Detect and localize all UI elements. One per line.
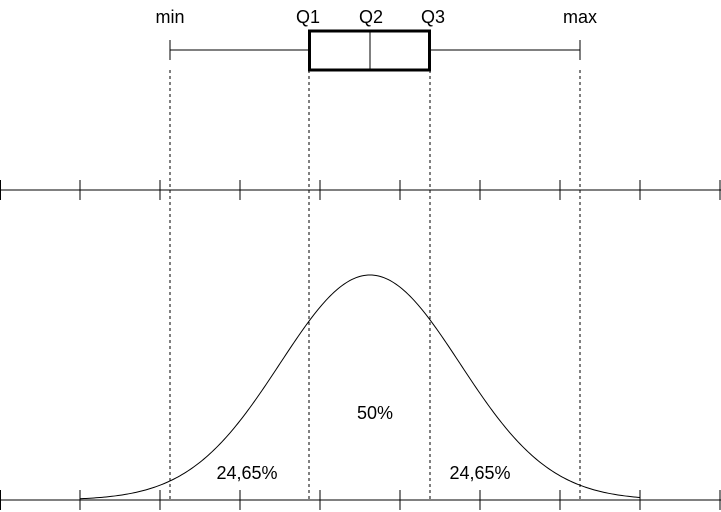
left-tail-region-label: 24,65% xyxy=(216,463,277,483)
box-plot-labels: min Q1 Q2 Q3 max xyxy=(155,7,597,27)
right-tail-region-label: 24,65% xyxy=(449,463,510,483)
min-label: min xyxy=(155,7,184,27)
box-plot xyxy=(169,29,581,72)
reference-lines xyxy=(169,70,581,500)
region-labels: 50% 24,65% 24,65% xyxy=(216,403,510,483)
max-label: max xyxy=(563,7,597,27)
q2-label: Q2 xyxy=(359,7,383,27)
q1-label: Q1 xyxy=(296,7,320,27)
lower-number-line xyxy=(0,490,721,510)
upper-number-line xyxy=(0,180,721,200)
normal-distribution-curve xyxy=(79,274,641,500)
center-region-label: 50% xyxy=(357,403,393,423)
q3-label: Q3 xyxy=(421,7,445,27)
